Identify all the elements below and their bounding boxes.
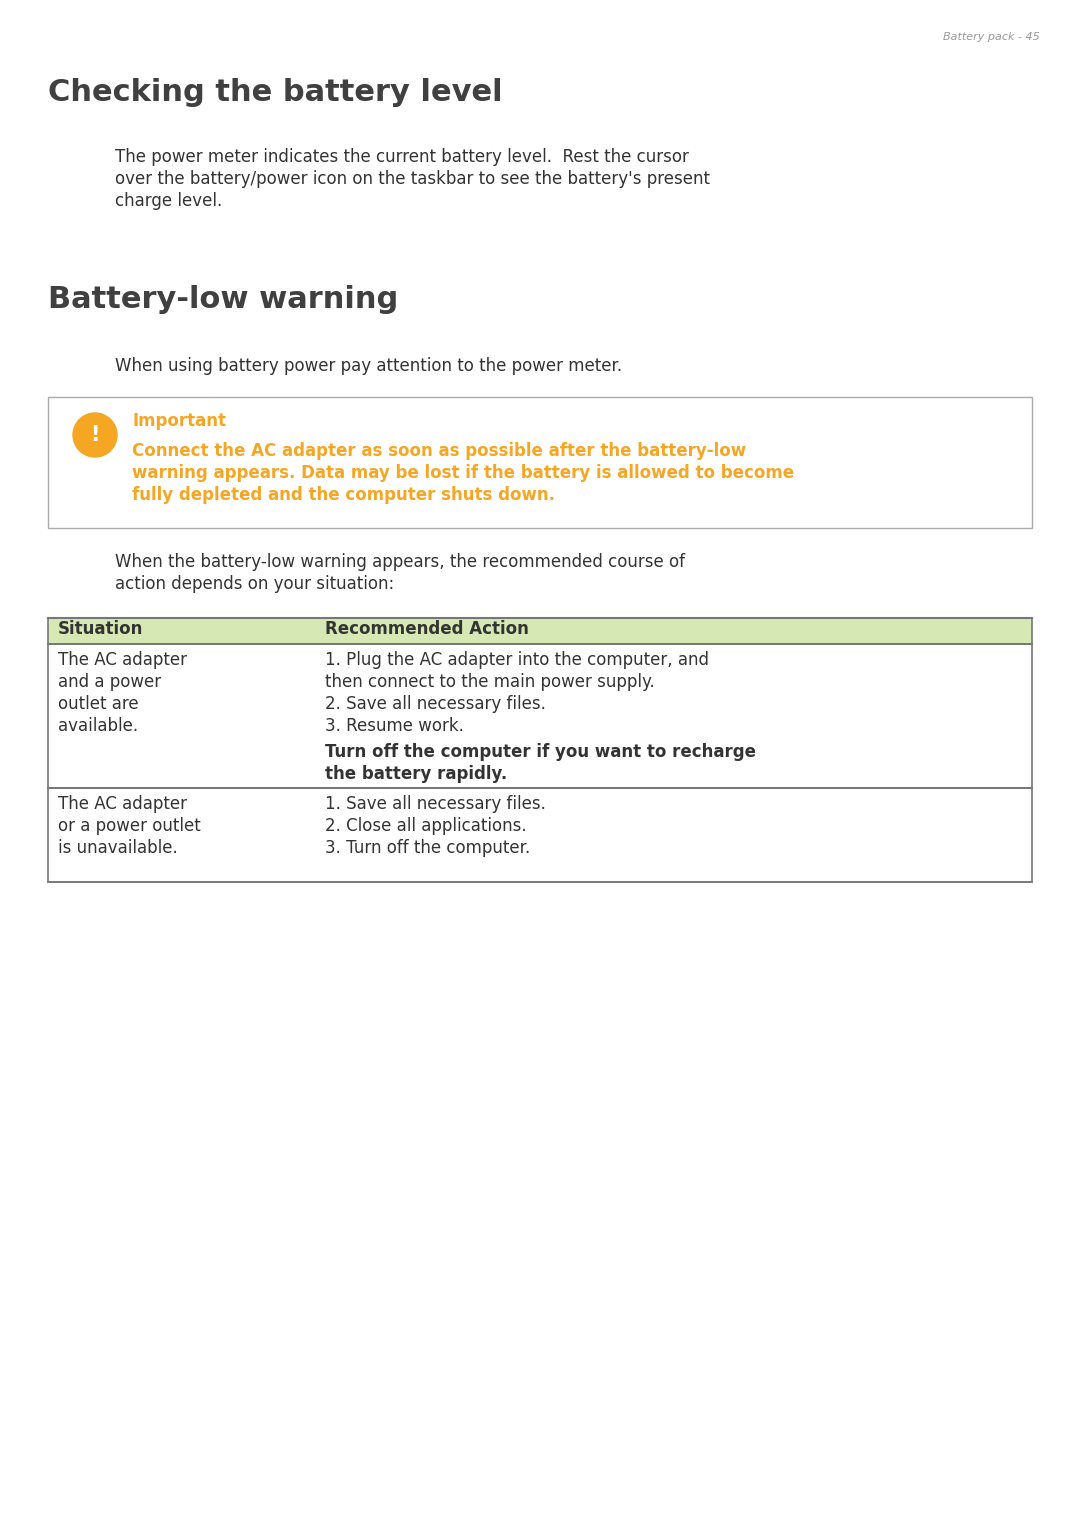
Text: 3. Turn off the computer.: 3. Turn off the computer. [325,839,530,856]
Text: Recommended Action: Recommended Action [325,619,529,638]
Text: Battery pack - 45: Battery pack - 45 [943,32,1040,41]
Text: Situation: Situation [58,619,144,638]
Text: is unavailable.: is unavailable. [58,839,178,856]
Text: the battery rapidly.: the battery rapidly. [325,764,508,783]
Bar [48,644,1032,787]
Text: and a power: and a power [58,673,161,691]
Text: The AC adapter: The AC adapter [58,795,187,813]
Text: 1. Save all necessary files.: 1. Save all necessary files. [325,795,545,813]
Text: The AC adapter: The AC adapter [58,651,187,670]
Text: The power meter indicates the current battery level.  Rest the cursor: The power meter indicates the current ba… [114,148,689,167]
Text: Connect the AC adapter as soon as possible after the battery-low: Connect the AC adapter as soon as possib… [132,442,746,460]
Text: When the battery-low warning appears, the recommended course of: When the battery-low warning appears, th… [114,553,685,570]
Text: Turn off the computer if you want to recharge: Turn off the computer if you want to rec… [325,743,756,761]
Bar [48,618,1032,644]
Text: then connect to the main power supply.: then connect to the main power supply. [325,673,654,691]
Text: or a power outlet: or a power outlet [58,816,201,835]
Text: Checking the battery level: Checking the battery level [48,78,502,107]
Bar [48,398,1032,528]
Text: Important: Important [132,411,226,430]
Text: charge level.: charge level. [114,193,222,209]
Text: 2. Close all applications.: 2. Close all applications. [325,816,527,835]
Text: 3. Resume work.: 3. Resume work. [325,717,464,735]
Text: action depends on your situation:: action depends on your situation: [114,575,394,593]
Text: Battery-low warning: Battery-low warning [48,284,399,313]
Circle shape [73,413,117,457]
Text: available.: available. [58,717,138,735]
Text: outlet are: outlet are [58,696,138,713]
Bar [48,787,1032,882]
Text: !: ! [91,425,99,445]
Text: warning appears. Data may be lost if the battery is allowed to become: warning appears. Data may be lost if the… [132,463,794,482]
Text: 2. Save all necessary files.: 2. Save all necessary files. [325,696,545,713]
Text: fully depleted and the computer shuts down.: fully depleted and the computer shuts do… [132,486,555,505]
Text: over the battery/power icon on the taskbar to see the battery's present: over the battery/power icon on the taskb… [114,170,710,188]
Text: 1. Plug the AC adapter into the computer, and: 1. Plug the AC adapter into the computer… [325,651,708,670]
Text: When using battery power pay attention to the power meter.: When using battery power pay attention t… [114,356,622,375]
